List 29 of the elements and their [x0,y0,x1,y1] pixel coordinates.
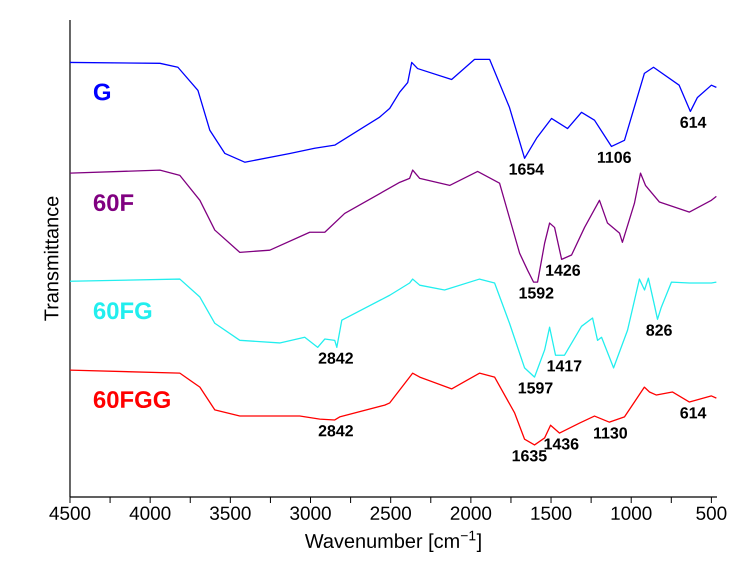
annotation: 614 [680,116,706,128]
annotation: 2842 [318,425,353,436]
x-tick-label: 3500 [210,506,251,520]
annotation: 1635 [512,450,547,462]
annotation: 1597 [518,382,552,394]
x-tick-label: 4000 [130,506,170,520]
annotation: 1130 [594,427,627,439]
series-label: 60FGG [94,391,170,408]
annotation: 826 [646,324,672,336]
x-tick-label: 2500 [370,506,411,520]
x-tick-label: 1000 [612,506,652,520]
annotation: 2842 [318,352,353,364]
x-tick-label: 4500 [49,506,90,520]
annotation: 1654 [510,163,544,175]
annotation: 1436 [544,438,578,450]
x-axis-title: Wavenumber [cm$^{−1}$] [304,530,481,552]
x-tick-label: 500 [696,506,726,520]
series-label: 60FG [94,302,152,320]
annotation: 1417 [548,360,582,372]
annotation: 614 [680,407,706,419]
y-axis-title: Transmittance [44,196,58,321]
annotation: 1426 [546,264,580,276]
x-tick-label: 1500 [531,506,572,520]
series-label: 60F [94,194,134,212]
x-tick-label: 2000 [450,506,492,520]
annotation: 1592 [520,287,554,299]
series-label: G [94,83,110,100]
annotation: 1106 [598,152,631,163]
x-tick-label: 3000 [290,506,331,520]
